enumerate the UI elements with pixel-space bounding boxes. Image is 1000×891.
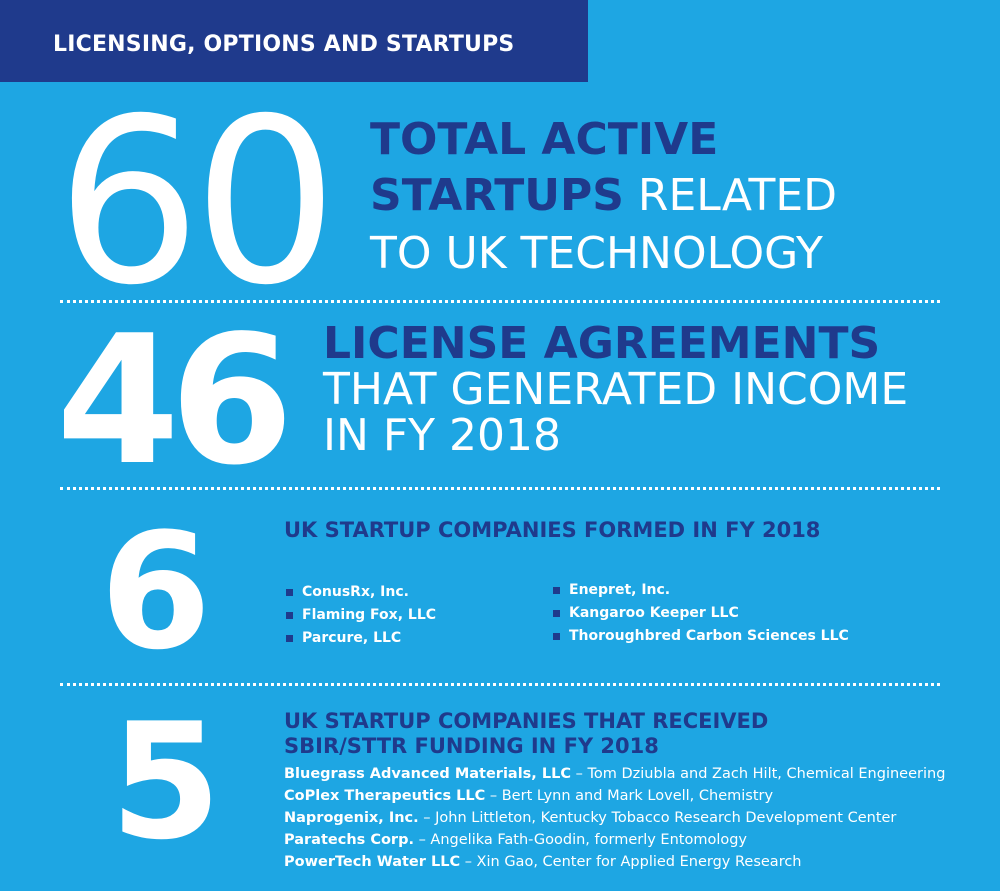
stat-headline-license-agreements: LICENSE AGREEMENTS THAT GENERATED INCOME… [323, 322, 908, 460]
list-item: ConusRx, Inc. [286, 581, 436, 604]
company-name: Thoroughbred Carbon Sciences LLC [569, 628, 849, 644]
dotted-divider [60, 487, 940, 490]
section-header-bar [0, 0, 588, 82]
stat-number-sbir-funding: 5 [110, 688, 222, 875]
square-bullet-icon [286, 612, 293, 619]
sbir-funding-heading: UK STARTUP COMPANIES THAT RECEIVED SBIR/… [284, 709, 768, 759]
company-name: Bluegrass Advanced Materials, LLC [284, 766, 571, 782]
heading-line: UK STARTUP COMPANIES THAT RECEIVED [284, 709, 769, 733]
company-detail: – Bert Lynn and Mark Lovell, Chemistry [485, 788, 774, 804]
stat-number-license-agreements: 46 [56, 297, 294, 504]
startups-formed-list-column-1: ConusRx, Inc. Flaming Fox, LLC Parcure, … [286, 581, 436, 650]
company-detail: – Tom Dziubla and Zach Hilt, Chemical En… [570, 766, 946, 782]
company-name: ConusRx, Inc. [302, 584, 409, 600]
headline-line: IN FY 2018 [323, 410, 562, 461]
headline-light-text: RELATED [623, 170, 838, 221]
list-item: Enepret, Inc. [553, 579, 849, 602]
company-name: Flaming Fox, LLC [302, 607, 437, 623]
headline-light-text: TO UK TECHNOLOGY [370, 228, 823, 279]
sbir-funding-list: Bluegrass Advanced Materials, LLC – Tom … [284, 763, 945, 873]
startups-formed-list-column-2: Enepret, Inc. Kangaroo Keeper LLC Thorou… [553, 579, 849, 648]
funding-row: Bluegrass Advanced Materials, LLC – Tom … [284, 763, 945, 785]
headline-line: STARTUPS RELATED [370, 174, 837, 230]
company-name: Paratechs Corp. [284, 832, 414, 848]
square-bullet-icon [553, 587, 560, 594]
square-bullet-icon [553, 633, 560, 640]
company-detail: – John Littleton, Kentucky Tobacco Resea… [418, 810, 897, 826]
headline-bold-text: STARTUPS [370, 170, 624, 221]
headline-line: TO UK TECHNOLOGY [370, 232, 837, 288]
stat-headline-active-startups: TOTAL ACTIVE STARTUPS RELATED TO UK TECH… [370, 118, 837, 288]
square-bullet-icon [286, 589, 293, 596]
list-item: Parcure, LLC [286, 627, 436, 650]
stat-number-active-startups: 60 [56, 69, 338, 335]
funding-row: Paratechs Corp. – Angelika Fath-Goodin, … [284, 829, 945, 851]
company-name: Naprogenix, Inc. [284, 810, 419, 826]
list-item: Thoroughbred Carbon Sciences LLC [553, 625, 849, 648]
square-bullet-icon [286, 635, 293, 642]
dotted-divider [60, 683, 940, 686]
list-item: Kangaroo Keeper LLC [553, 602, 849, 625]
heading-line: SBIR/STTR FUNDING IN FY 2018 [284, 734, 659, 759]
company-name: CoPlex Therapeutics LLC [284, 788, 486, 804]
stat-number-startups-formed: 6 [100, 498, 212, 685]
company-name: Parcure, LLC [302, 630, 402, 646]
headline-line: TOTAL ACTIVE [370, 118, 837, 174]
funding-row: Naprogenix, Inc. – John Littleton, Kentu… [284, 807, 945, 829]
company-name: Enepret, Inc. [569, 582, 671, 598]
company-name: Kangaroo Keeper LLC [569, 605, 739, 621]
company-detail: – Xin Gao, Center for Applied Energy Res… [460, 854, 802, 870]
headline-line: LICENSE AGREEMENTS [323, 318, 881, 369]
dotted-divider [60, 300, 940, 303]
company-name: PowerTech Water LLC [284, 854, 461, 870]
list-item: Flaming Fox, LLC [286, 604, 436, 627]
startups-formed-heading: UK STARTUP COMPANIES FORMED IN FY 2018 [284, 518, 821, 542]
headline-line: THAT GENERATED INCOME [323, 364, 909, 415]
headline-bold-text: TOTAL ACTIVE [370, 114, 719, 165]
funding-row: CoPlex Therapeutics LLC – Bert Lynn and … [284, 785, 945, 807]
company-detail: – Angelika Fath-Goodin, formerly Entomol… [413, 832, 748, 848]
section-title: LICENSING, OPTIONS AND STARTUPS [53, 32, 515, 57]
funding-row: PowerTech Water LLC – Xin Gao, Center fo… [284, 851, 945, 873]
square-bullet-icon [553, 610, 560, 617]
